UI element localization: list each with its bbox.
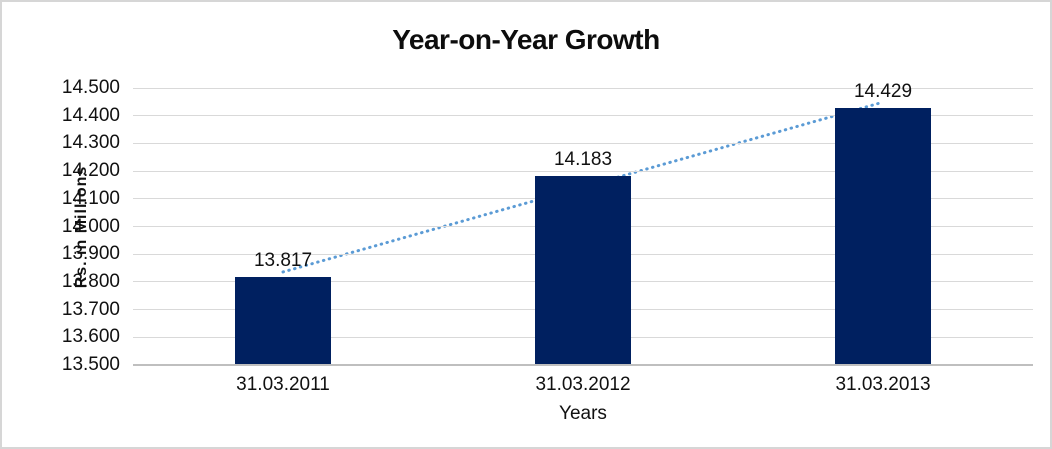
bar-value-label: 13.817 <box>253 250 313 272</box>
bar-31.03.2013 <box>835 107 931 364</box>
gridline <box>133 142 1033 144</box>
y-tick-label: 13.500 <box>61 354 120 375</box>
chart-title: Year-on-Year Growth <box>392 24 660 55</box>
x-axis-line <box>133 364 1033 366</box>
bar-value-label: 14.183 <box>553 148 613 170</box>
x-category-label: 31.03.2012 <box>535 374 631 395</box>
y-tick-label: 14.500 <box>61 77 120 98</box>
plot-area: 13.817 14.183 14.429 <box>133 81 1033 366</box>
gridline <box>133 115 1033 117</box>
y-tick-label: 13.800 <box>61 270 120 292</box>
y-tick-label: 14.000 <box>61 215 120 237</box>
y-tick-label: 13.900 <box>61 243 120 265</box>
bar-31.03.2011 <box>235 277 331 364</box>
y-tick-label: 13.600 <box>61 326 120 348</box>
gridline <box>133 87 1033 89</box>
y-tick-label: 14.200 <box>61 160 120 182</box>
y-tick-label: 14.300 <box>61 132 120 154</box>
bar-31.03.2012 <box>535 175 631 364</box>
y-tick-label: 13.700 <box>61 298 120 320</box>
gridline <box>133 170 1033 172</box>
x-category-label: 31.03.2011 <box>236 374 330 395</box>
x-category-label: 31.03.2013 <box>835 374 931 395</box>
y-tick-label: 14.400 <box>61 104 120 126</box>
x-axis-title: Years <box>559 403 607 424</box>
bar-value-label: 14.429 <box>853 80 913 102</box>
y-tick-label: 14.100 <box>61 187 120 209</box>
